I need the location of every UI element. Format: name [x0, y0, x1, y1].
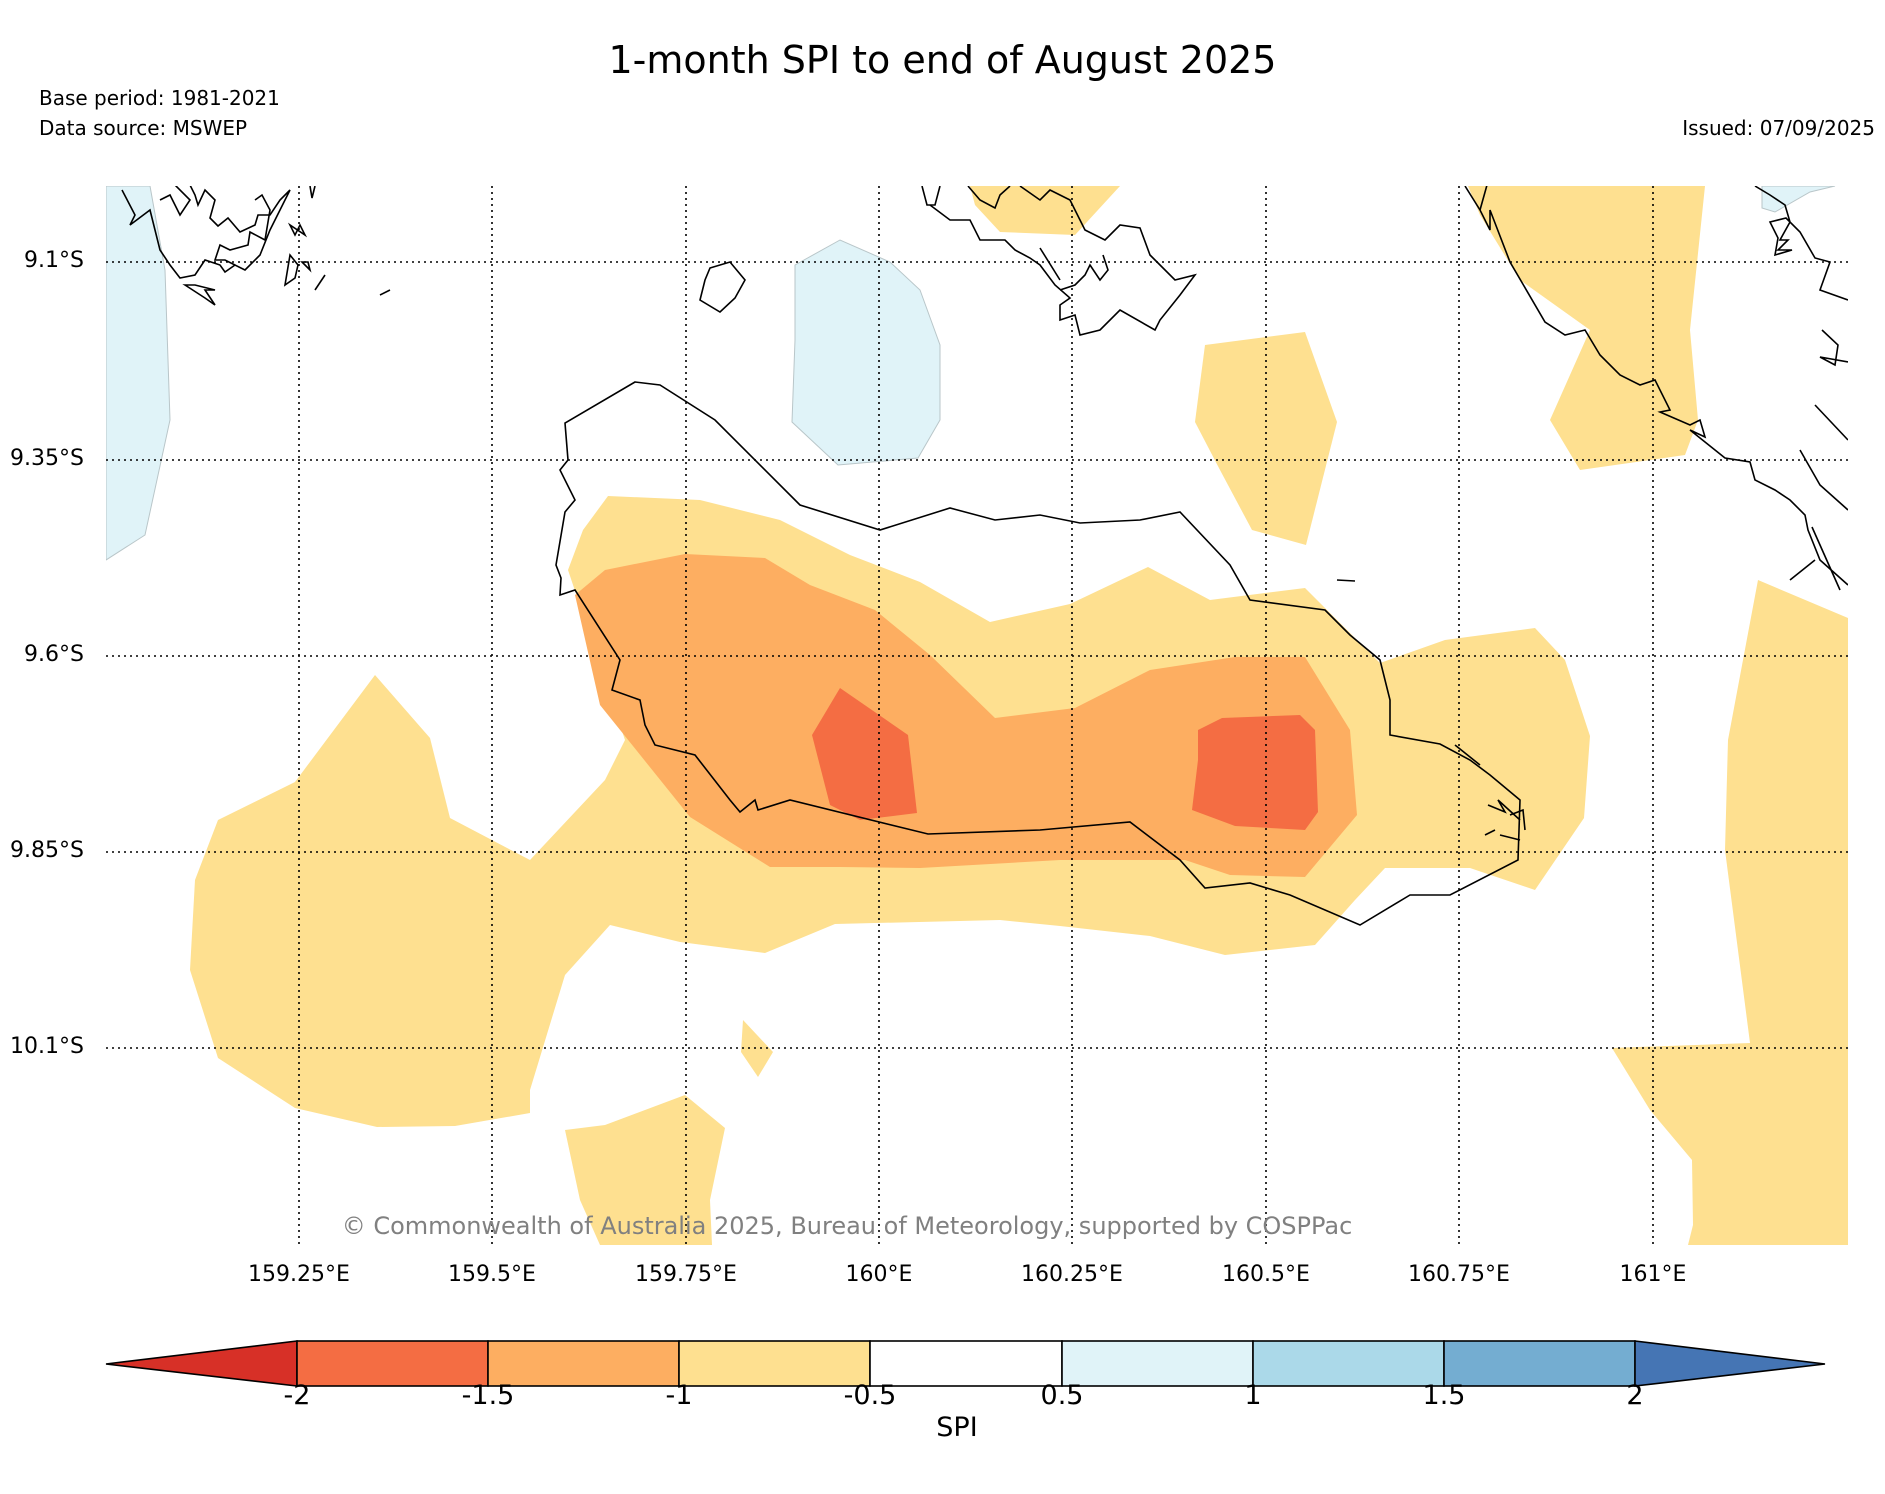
lon-label: 160°E — [845, 1262, 913, 1287]
colorbar-tick: -1.5 — [461, 1380, 515, 1411]
colorbar-segment-neg0.5-0.5 — [869, 1340, 1063, 1387]
map-area — [106, 186, 1848, 1245]
lon-label: 159.5°E — [448, 1262, 536, 1287]
gridlines — [106, 186, 1848, 1245]
colorbar-tick: 2 — [1626, 1380, 1644, 1411]
colorbar-segment-neg2-neg1.5 — [296, 1340, 489, 1387]
colorbar-segment-gt-2 — [1634, 1340, 1826, 1387]
issued-date: Issued: 07/09/2025 — [1682, 116, 1875, 140]
colorbar-tick: 0.5 — [1040, 1380, 1084, 1411]
lat-label: 9.85°S — [10, 838, 84, 863]
copyright-text: © Commonwealth of Australia 2025, Bureau… — [341, 1212, 1353, 1240]
lon-label: 160.25°E — [1021, 1262, 1123, 1287]
colorbar-tick: -2 — [283, 1380, 311, 1411]
lat-label: 9.1°S — [24, 248, 84, 273]
lon-label: 159.75°E — [635, 1262, 737, 1287]
base-period: Base period: 1981-2021 — [39, 86, 280, 110]
lat-label: 10.1°S — [10, 1034, 84, 1059]
colorbar-tick: -1 — [665, 1380, 693, 1411]
colorbar-segment-1.5-2 — [1443, 1340, 1636, 1387]
colorbar-tick: -0.5 — [843, 1380, 897, 1411]
spi-wet-patches — [106, 186, 1836, 561]
lon-label: 160.5°E — [1222, 1262, 1310, 1287]
lon-label: 159.25°E — [248, 1262, 350, 1287]
lon-label: 161°E — [1619, 1262, 1687, 1287]
data-source: Data source: MSWEP — [39, 116, 248, 140]
lat-label: 9.6°S — [24, 642, 84, 667]
colorbar-segment-1-1.5 — [1252, 1340, 1445, 1387]
colorbar-tick: 1 — [1244, 1380, 1262, 1411]
spi-dry-patches-severe — [812, 688, 1318, 830]
spi-dry-patches-moderate — [575, 554, 1357, 877]
lat-label: 9.35°S — [10, 446, 84, 471]
map-title: 1-month SPI to end of August 2025 — [608, 38, 1277, 82]
coastlines — [121, 186, 1848, 926]
colorbar-title: SPI — [936, 1412, 978, 1443]
colorbar-tick: 1.5 — [1422, 1380, 1466, 1411]
colorbar-segment-0.5-1 — [1061, 1340, 1254, 1387]
lon-label: 160.75°E — [1408, 1262, 1510, 1287]
colorbar — [105, 1340, 1826, 1387]
colorbar-segment-neg1.5-neg1 — [487, 1340, 680, 1387]
